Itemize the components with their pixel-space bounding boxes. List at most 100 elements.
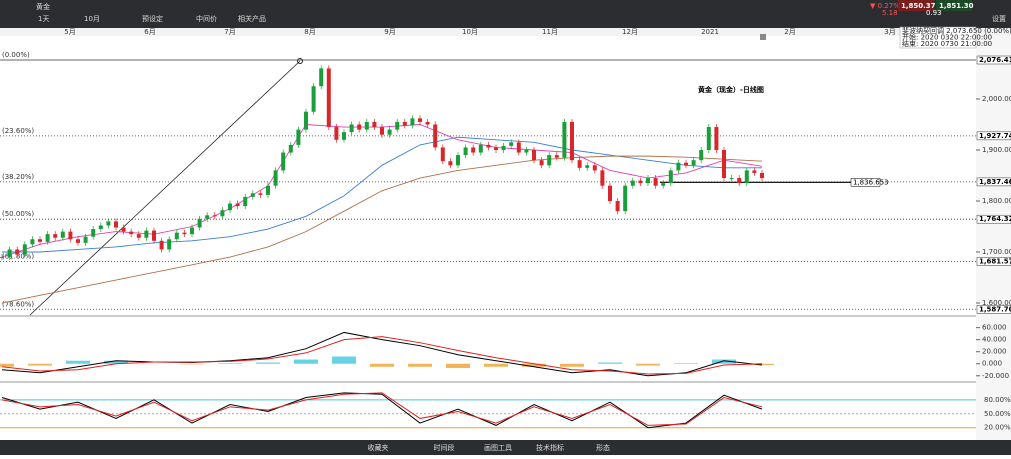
y-tick-label: 20.00% — [984, 424, 1011, 432]
candle — [258, 193, 263, 195]
candle — [653, 178, 658, 186]
macd-bar — [256, 362, 280, 364]
candle — [478, 144, 483, 153]
candle — [296, 129, 301, 145]
period[interactable]: 1天 — [38, 15, 49, 23]
candle — [737, 178, 742, 184]
candle — [494, 147, 498, 150]
tool-button[interactable]: 中间价 — [196, 14, 217, 23]
candle — [281, 152, 286, 171]
date-label: 9月 — [384, 28, 395, 36]
bottom-button[interactable]: 时间段 — [434, 443, 455, 452]
bottom-button[interactable]: 画图工具 — [484, 444, 512, 452]
date-axis-bar — [0, 28, 1011, 36]
change: ▼ 0.27% — [870, 2, 900, 10]
candle — [486, 144, 491, 148]
stoch-line — [1, 392, 763, 429]
candle — [114, 221, 118, 228]
fib-pct: (78.60%) — [2, 300, 34, 308]
price-tag — [976, 131, 1011, 141]
range[interactable]: 10月 — [84, 15, 100, 23]
y-tick-label: 40.000 — [982, 336, 1007, 344]
candle — [539, 160, 544, 166]
macd-bar — [180, 363, 204, 365]
fib-price: 1,837.463 — [979, 178, 1011, 186]
candle — [418, 118, 422, 122]
candle — [554, 155, 559, 158]
info-box — [899, 26, 977, 49]
y-tick-label: 2,000.000 — [982, 95, 1011, 103]
fib-pct: (23.60%) — [2, 127, 34, 135]
macd-bar — [66, 360, 90, 364]
top-toolbar — [0, 0, 1011, 28]
macd-bar — [218, 363, 242, 364]
info-line: 开始: 2020 0320 22:00:00 — [902, 33, 992, 42]
candle — [319, 68, 324, 87]
macd-bar — [484, 363, 508, 367]
macd-bar — [750, 363, 774, 365]
settings[interactable]: 设置 — [992, 14, 1006, 23]
candle — [638, 180, 643, 184]
fib-pct: (0.00%) — [2, 51, 30, 59]
macd-line — [1, 331, 763, 377]
candle — [68, 231, 73, 240]
macd-bar — [0, 363, 14, 367]
trend-handle[interactable] — [297, 58, 303, 64]
candle — [144, 230, 149, 238]
date-label: 3月 — [884, 28, 895, 36]
candle — [212, 215, 217, 217]
y-tick-label: 60.000 — [982, 324, 1007, 332]
candle — [129, 231, 134, 235]
candle — [668, 170, 673, 184]
candle — [205, 215, 210, 219]
candle — [600, 170, 605, 186]
candle — [684, 162, 688, 166]
candle — [243, 196, 248, 207]
candle — [440, 147, 445, 162]
macd-bar — [560, 363, 584, 367]
tool-button[interactable]: 预设定 — [142, 14, 163, 23]
candle — [342, 132, 346, 140]
candle — [83, 236, 88, 243]
candle — [372, 121, 377, 128]
candle — [676, 162, 681, 171]
candle — [98, 225, 103, 230]
date-label: 2月 — [784, 28, 795, 36]
bid[interactable]: 1,850.37 — [901, 2, 936, 10]
candle — [448, 161, 453, 166]
candle — [615, 201, 620, 212]
bottom-button[interactable]: 收藏夹 — [368, 443, 389, 452]
candle — [311, 86, 316, 112]
price-tag — [976, 305, 1011, 314]
fib-pct: (50.00%) — [2, 210, 34, 218]
candle — [630, 180, 635, 186]
candle — [760, 172, 764, 179]
candle — [266, 185, 270, 195]
tool-button[interactable]: 相关产品 — [238, 14, 266, 23]
ask[interactable]: 1,851.30 — [939, 2, 974, 10]
macd-bar — [370, 363, 394, 367]
bottom-button[interactable]: 形态 — [596, 443, 610, 452]
bottom-button[interactable]: 技术指标 — [536, 443, 564, 452]
macd-line — [1, 336, 763, 375]
moving-average — [1, 155, 763, 304]
scroll-marker[interactable] — [760, 34, 766, 40]
candle — [60, 231, 65, 238]
candle — [174, 232, 179, 240]
candle — [562, 121, 567, 158]
tab: 黄金 — [36, 2, 50, 11]
candle — [106, 221, 111, 226]
fib-pct: (38.20%) — [2, 173, 34, 181]
date-label: 6月 — [144, 28, 155, 36]
macd-bar — [522, 363, 546, 367]
price-tag — [976, 55, 1011, 65]
price-tag — [976, 177, 1011, 187]
candle — [357, 124, 362, 130]
macd-bar — [104, 360, 128, 364]
candle — [38, 239, 42, 242]
macd-bar — [598, 362, 622, 364]
candle — [691, 160, 696, 166]
candle — [714, 127, 719, 150]
candle — [433, 124, 438, 148]
candle — [722, 149, 726, 179]
